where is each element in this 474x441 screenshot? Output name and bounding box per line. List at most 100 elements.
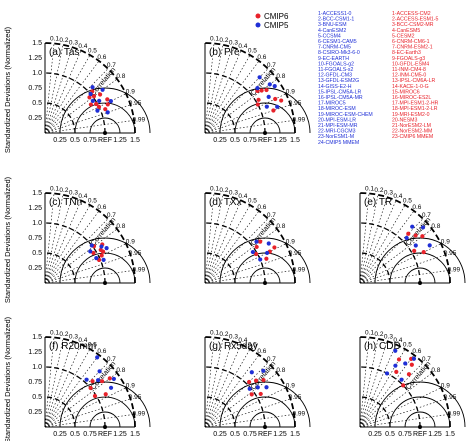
- y-axis-label: Standardized Deviations (Normalized): [3, 26, 12, 153]
- data-point-cmip5: [108, 385, 114, 390]
- model-list-item-cmip5: 5-CCSM4: [318, 33, 341, 39]
- correlation-tick-label: 0.1: [365, 185, 374, 192]
- correlation-tick-label: 0.3: [384, 189, 393, 196]
- data-point-cmip5: [266, 94, 271, 100]
- data-point-cmip6: [99, 253, 104, 258]
- taylor-panel-2: 0.1 0.2 0.30.40.50.60.70.80.90.950.99Corre…: [204, 35, 311, 144]
- y-tick-label: 0.75: [28, 379, 42, 386]
- correlation-tick-label: 0.9: [286, 88, 295, 95]
- correlation-ray: [44, 337, 55, 428]
- correlation-tick-label: 0.2: [374, 187, 383, 194]
- y-tick-label: 1.0: [32, 220, 42, 227]
- model-list-item-cmip6: 8-EC-Earth3: [392, 50, 421, 56]
- std-arc: [44, 366, 106, 428]
- correlation-ray: [359, 197, 388, 284]
- correlation-tick-label: 0.8: [431, 223, 440, 230]
- y-tick-label: 0.25: [28, 409, 42, 416]
- correlation-tick-label: 0.1: [210, 185, 219, 192]
- data-point-cmip5: [257, 75, 262, 80]
- data-point-cmip5: [99, 244, 104, 249]
- data-point-cmip6: [90, 379, 95, 384]
- x-tick-label: REF: [258, 137, 272, 144]
- correlation-tick-label: 0.3: [69, 39, 78, 46]
- std-arc: [204, 252, 236, 284]
- correlation-tick-label: 0.1: [210, 35, 219, 42]
- correlation-tick-label: 0.8: [276, 223, 285, 230]
- data-point-cmip5: [399, 377, 404, 382]
- model-list-item-cmip6: 2-ACCESS-ESM1-5: [392, 17, 439, 23]
- correlation-ray: [204, 228, 278, 284]
- correlation-tick-label: 0.2: [374, 331, 383, 338]
- correlation-tick-label: 0.4: [238, 337, 247, 344]
- correlation-tick-label: 0.95: [129, 394, 142, 401]
- correlation-tick-label: 0.95: [289, 100, 302, 107]
- model-list-item-cmip5: 20-MPI-ESM-LR: [318, 117, 356, 123]
- std-arc: [204, 222, 266, 284]
- correlation-tick-label: 0.99: [448, 266, 461, 273]
- data-point-cmip6: [412, 248, 417, 253]
- taylor-panel-8: 0.1 0.2 0.30.40.50.60.70.80.90.950.99Corre…: [359, 329, 466, 438]
- correlation-tick-label: 0.6: [257, 348, 266, 355]
- panel-label: (b) Pre: [209, 47, 240, 58]
- panel-label: (g) Rx5day: [209, 341, 258, 352]
- x-tick-label: 0.25: [53, 431, 67, 438]
- data-point-cmip6: [401, 383, 406, 388]
- taylor-panel-3: 0.1 0.2 0.30.40.50.60.70.80.90.950.99Corre…: [28, 185, 151, 285]
- model-list-item-cmip6: 7-CNRM-ESM2-1: [392, 45, 433, 51]
- correlation-ray: [359, 344, 397, 428]
- x-tick-label: 0.75: [243, 137, 257, 144]
- correlation-tick-label: 0.1: [210, 329, 219, 336]
- ref-point: [263, 425, 267, 429]
- model-list-item-cmip6: 6-CNRM-CM6-1: [392, 39, 430, 45]
- x-tick-label: 1.25: [428, 431, 442, 438]
- rmsd-arc: [89, 267, 121, 284]
- correlation-ray: [359, 243, 442, 284]
- correlation-tick-label: 0.6: [97, 204, 106, 211]
- data-point-cmip5: [90, 98, 95, 103]
- y-tick-label: 0.5: [32, 394, 42, 401]
- correlation-ray: [44, 362, 109, 428]
- data-point-cmip6: [259, 88, 264, 93]
- rmsd-arc: [89, 411, 121, 428]
- x-tick-label: 0.75: [83, 137, 97, 144]
- data-point-cmip5: [393, 363, 398, 368]
- correlation-ray: [44, 228, 118, 284]
- correlation-tick-label: 0.3: [69, 333, 78, 340]
- data-point-cmip5: [90, 85, 95, 90]
- correlation-tick-label: 0.4: [78, 43, 87, 50]
- legend-label: CMIP6: [264, 12, 289, 21]
- model-list-item-cmip5: 12-GFDL-CM3: [318, 73, 352, 79]
- correlation-ray: [204, 60, 260, 134]
- data-point-cmip5: [393, 348, 398, 353]
- model-list-item-cmip6: 1-ACCESS-CM2: [392, 11, 431, 17]
- correlation-tick-label: 0.5: [88, 342, 97, 349]
- data-point-cmip6: [272, 245, 277, 250]
- x-tick-label: 1.5: [130, 137, 140, 144]
- correlation-tick-label: 0.7: [422, 212, 431, 219]
- correlation-tick-label: 0.8: [116, 223, 125, 230]
- x-tick-label: REF: [98, 431, 112, 438]
- data-point-cmip6: [420, 234, 425, 239]
- y-tick-label: 1.0: [32, 70, 42, 77]
- correlation-ray: [204, 354, 260, 428]
- data-point-cmip5: [413, 243, 418, 248]
- x-tick-label: 0.5: [385, 431, 395, 438]
- model-list-item-cmip5: 23-NorESM1-M: [318, 134, 354, 140]
- taylor-panel-1: 0.1 0.2 0.30.40.50.60.70.80.90.950.99Corre…: [28, 35, 151, 144]
- x-tick-label: 0.75: [398, 431, 412, 438]
- correlation-tick-label: 0.9: [286, 382, 295, 389]
- correlation-tick-label: 0.8: [276, 367, 285, 374]
- correlation-ray: [44, 194, 64, 284]
- data-point-cmip6: [273, 96, 278, 102]
- std-arc: [359, 396, 391, 428]
- correlation-ray: [359, 200, 397, 284]
- correlation-ray: [204, 68, 269, 134]
- x-tick-label: 0.25: [213, 431, 227, 438]
- correlation-ray: [204, 372, 278, 428]
- data-point-cmip5: [88, 249, 93, 254]
- legend-marker: [255, 13, 261, 19]
- correlation-tick-label: 0.9: [126, 88, 135, 95]
- data-point-cmip5: [104, 245, 109, 251]
- data-point-cmip5: [96, 378, 101, 383]
- model-list-item-cmip6: 10-GFDL-ESM4: [392, 61, 429, 67]
